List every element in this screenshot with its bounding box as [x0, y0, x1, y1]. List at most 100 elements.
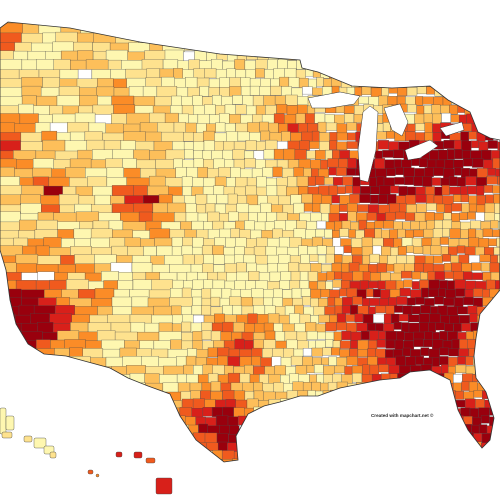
county	[475, 246, 485, 257]
county	[63, 458, 87, 462]
county	[89, 440, 104, 456]
county	[351, 247, 363, 256]
county	[471, 140, 480, 149]
county	[311, 130, 320, 142]
county	[384, 159, 395, 170]
county	[388, 76, 396, 87]
county	[445, 69, 453, 80]
county	[454, 451, 467, 462]
county	[375, 425, 386, 437]
county	[463, 458, 472, 462]
county	[416, 105, 425, 115]
county	[88, 383, 111, 402]
county	[353, 22, 365, 25]
county	[495, 280, 500, 292]
county	[339, 150, 350, 159]
county	[320, 423, 331, 433]
county	[135, 23, 156, 44]
county	[398, 186, 408, 196]
island-county	[145, 457, 156, 464]
county	[357, 305, 369, 316]
county	[473, 390, 483, 398]
county	[37, 399, 59, 419]
county	[64, 433, 80, 449]
county	[491, 50, 500, 62]
county	[51, 364, 75, 385]
county	[413, 331, 425, 340]
county	[255, 467, 267, 479]
county	[302, 348, 312, 357]
county	[386, 263, 395, 272]
county	[413, 338, 424, 347]
county	[333, 177, 343, 186]
county	[385, 357, 396, 366]
county	[416, 86, 427, 95]
county	[324, 22, 334, 24]
county	[313, 22, 326, 25]
county	[409, 389, 417, 399]
county	[263, 95, 276, 107]
county	[353, 33, 362, 42]
county	[193, 467, 205, 478]
county	[256, 141, 266, 151]
county	[361, 32, 370, 41]
county	[281, 131, 291, 143]
county	[458, 95, 470, 105]
county	[426, 22, 437, 27]
county	[415, 355, 424, 365]
county	[319, 50, 329, 61]
county	[322, 347, 332, 356]
county	[368, 280, 379, 289]
county	[286, 22, 297, 26]
county	[446, 22, 454, 26]
county	[219, 228, 231, 239]
county	[194, 24, 204, 35]
county	[317, 121, 327, 133]
county	[415, 96, 424, 106]
county	[430, 245, 442, 255]
county	[225, 237, 236, 248]
county	[376, 263, 387, 273]
county	[274, 365, 286, 376]
county	[153, 22, 173, 32]
county	[477, 339, 488, 351]
county	[233, 451, 246, 462]
county	[296, 331, 308, 342]
county	[211, 322, 223, 333]
county	[423, 228, 434, 238]
lake	[439, 121, 465, 137]
county	[327, 297, 336, 307]
county	[444, 408, 454, 419]
county	[475, 212, 485, 222]
county	[491, 374, 500, 386]
county	[212, 364, 225, 375]
county	[414, 113, 425, 125]
county	[388, 450, 398, 462]
county	[222, 321, 234, 333]
county	[339, 408, 348, 419]
county	[312, 425, 321, 434]
county	[401, 270, 413, 279]
county	[444, 271, 454, 279]
county	[345, 314, 356, 322]
county	[436, 69, 446, 80]
county	[194, 254, 204, 266]
county	[449, 228, 461, 239]
county	[268, 399, 281, 409]
county	[0, 313, 16, 331]
county	[495, 168, 500, 177]
county	[219, 113, 230, 124]
county	[321, 213, 329, 222]
county	[191, 305, 202, 315]
county	[290, 23, 301, 35]
county	[495, 348, 500, 357]
county	[73, 22, 93, 28]
county	[102, 415, 122, 433]
county	[406, 459, 416, 462]
county	[274, 450, 287, 462]
county	[315, 150, 326, 160]
county	[456, 177, 466, 187]
county	[452, 459, 464, 462]
county	[297, 390, 309, 401]
county	[327, 158, 339, 168]
